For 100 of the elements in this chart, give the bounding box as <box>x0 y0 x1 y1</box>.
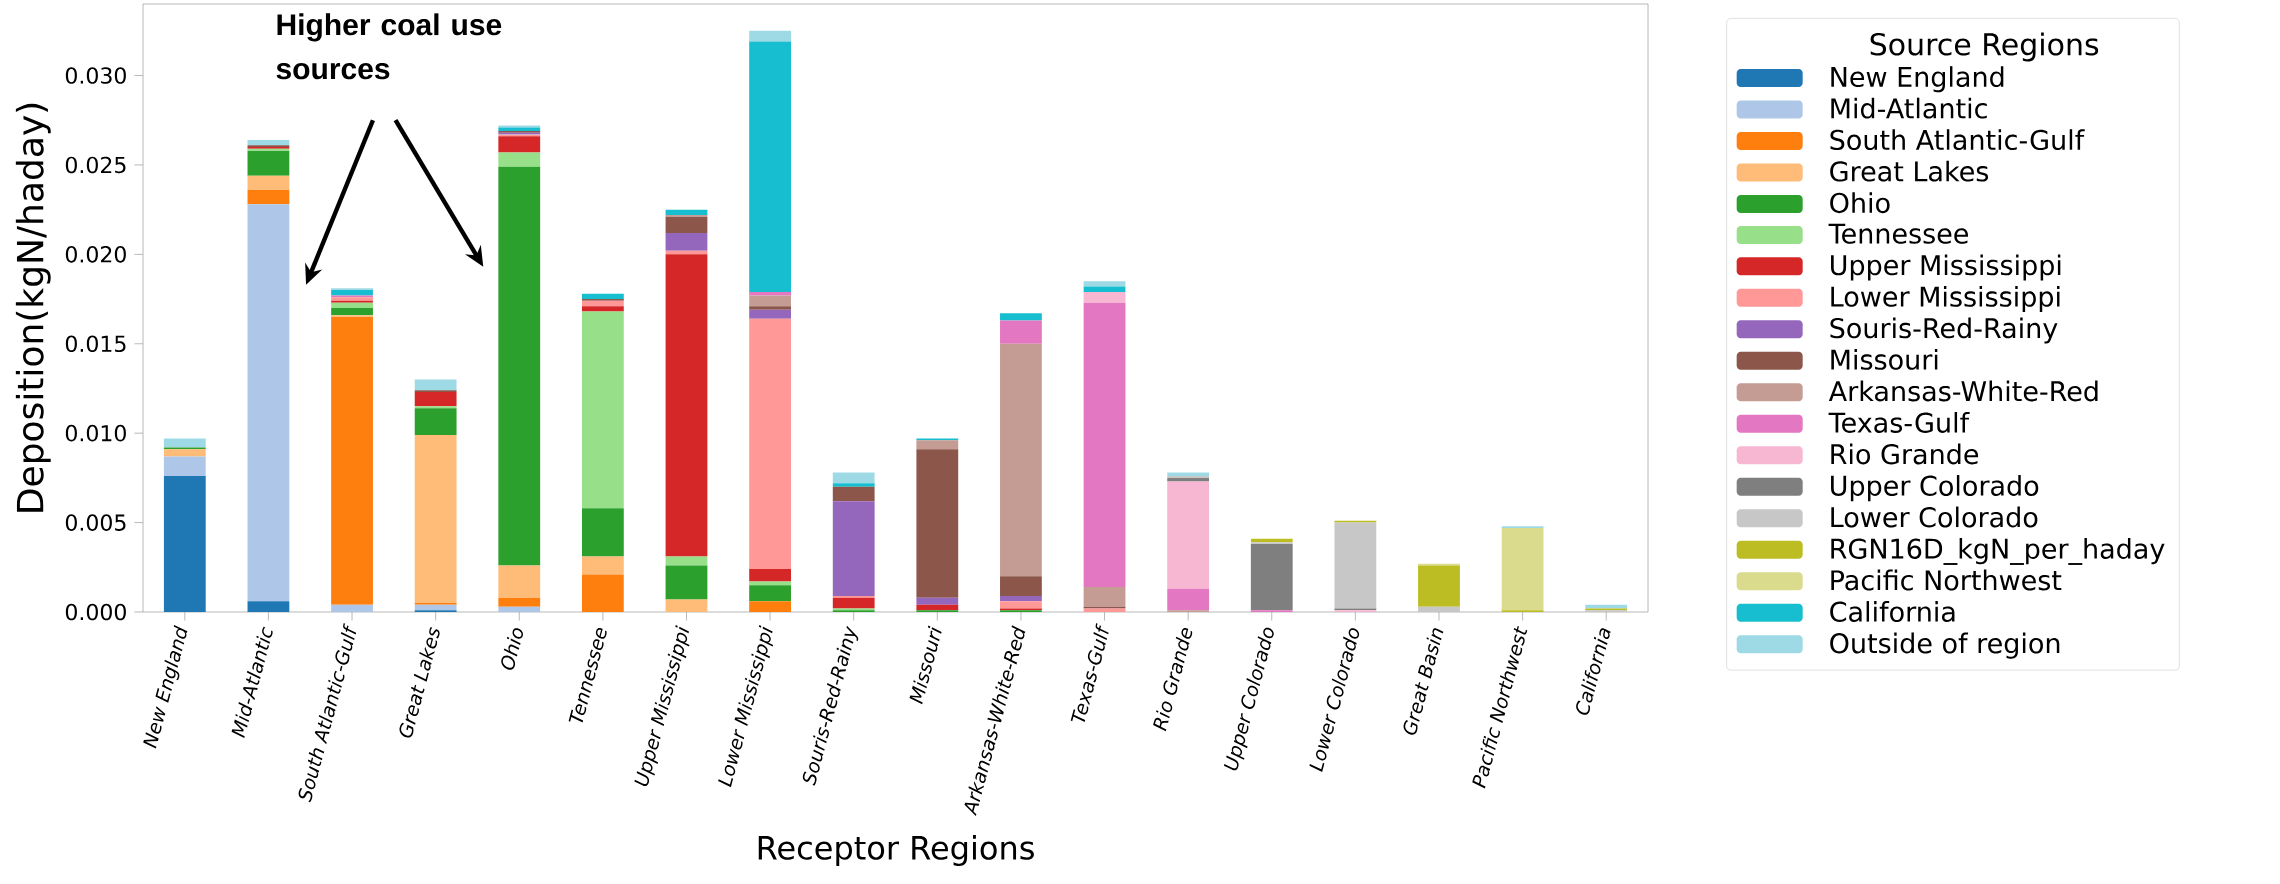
bar <box>163 456 206 477</box>
bar <box>1334 522 1377 609</box>
legend-label: California <box>1830 601 1955 622</box>
y-tick-label: 0.020 <box>65 246 126 263</box>
bar <box>916 597 959 605</box>
bar <box>331 308 373 316</box>
bar <box>581 574 624 612</box>
bar <box>247 139 290 146</box>
y-tick-label: 0.000 <box>65 603 126 621</box>
legend-label: Upper Colorado <box>1831 475 2039 502</box>
bar <box>1250 544 1293 611</box>
legend-label: Lower Mississippi <box>1831 285 2060 313</box>
bar <box>1000 576 1042 596</box>
legend-label: Ohio <box>1830 192 1890 214</box>
bar <box>581 311 624 509</box>
bar <box>1083 302 1126 587</box>
bar <box>581 293 624 300</box>
legend-label: Outside of region <box>1830 632 2060 659</box>
bar <box>1167 588 1210 611</box>
bar <box>665 565 708 600</box>
y-tick-label: 0.005 <box>65 514 126 531</box>
bar <box>498 606 541 612</box>
bar <box>1000 320 1042 344</box>
bar <box>1083 286 1126 292</box>
bar <box>498 597 541 607</box>
bar <box>749 306 791 310</box>
bar <box>247 204 290 602</box>
bar <box>331 316 373 605</box>
bar <box>1418 606 1460 612</box>
bar <box>749 585 791 602</box>
bar <box>581 306 624 312</box>
x-tick-label: Rio Grande <box>1153 628 1193 732</box>
x-tick-label: Great Basin <box>1403 628 1444 735</box>
annotation: Higher coal use sources <box>276 13 502 80</box>
bar <box>581 508 624 557</box>
bar <box>1418 565 1460 607</box>
bar <box>331 604 373 612</box>
bar <box>749 30 791 42</box>
bar <box>498 136 541 153</box>
bar <box>163 449 206 457</box>
bar <box>749 295 791 307</box>
bar <box>581 300 624 307</box>
bar <box>1167 481 1210 589</box>
legend-label: New England <box>1831 66 2004 93</box>
bar <box>1083 586 1126 607</box>
bar <box>832 483 875 487</box>
legend-label: Texas-Gulf <box>1828 412 1970 433</box>
bar <box>414 379 457 391</box>
bar <box>1000 601 1042 609</box>
bar <box>498 166 541 566</box>
bar <box>665 232 708 251</box>
legend-label: Mid-Atlantic <box>1831 97 1987 119</box>
bar <box>414 392 457 407</box>
legend-label: Tennessee <box>1828 223 1968 244</box>
legend-label: Rio Grande <box>1831 443 1979 465</box>
bar <box>832 597 875 609</box>
y-tick-label: 0.030 <box>65 67 126 84</box>
bar <box>749 41 791 292</box>
legend-label: South Atlantic-Gulf <box>1830 129 2085 151</box>
legend-label: Souris-Red-Rainy <box>1830 317 2058 344</box>
bar <box>247 601 290 612</box>
bar <box>665 209 708 216</box>
legend-label: Lower Colorado <box>1831 506 2038 528</box>
bar <box>749 309 791 319</box>
legend-title: Source Regions <box>1870 32 2099 62</box>
y-axis-title: Deposition(kgN/haday) <box>15 103 51 512</box>
legend-label: Arkansas-White-Red <box>1828 380 2098 402</box>
x-axis-title: Receptor Regions <box>758 835 1034 867</box>
bar <box>414 408 457 435</box>
x-tick-label: Great Lakes <box>399 626 440 738</box>
legend-label: Missouri <box>1831 348 1938 370</box>
bar <box>1000 313 1042 321</box>
bar <box>1083 281 1126 287</box>
bar <box>665 254 708 557</box>
bar <box>665 599 708 612</box>
bar <box>749 569 791 582</box>
legend-label: Pacific Northwest <box>1831 569 2062 591</box>
bar <box>749 601 791 612</box>
bar <box>247 189 290 205</box>
bar <box>665 216 708 233</box>
bar <box>498 565 541 598</box>
bar <box>1083 291 1126 303</box>
bar <box>247 175 290 190</box>
bar <box>331 302 373 308</box>
bar <box>832 501 875 596</box>
bar <box>247 150 290 176</box>
bar <box>665 556 708 566</box>
y-tick-label: 0.010 <box>65 424 126 442</box>
legend-label: Upper Mississippi <box>1831 254 2061 281</box>
bar <box>1000 343 1042 577</box>
bar <box>832 472 875 484</box>
y-tick-label: 0.015 <box>65 335 126 353</box>
bar <box>414 434 457 604</box>
legend-label: RGN16D_kgN_per_haday <box>1831 538 2165 565</box>
bar <box>1501 527 1544 611</box>
x-tick-label: Ohio <box>501 628 523 670</box>
y-tick-label: 0.025 <box>65 156 126 174</box>
bar <box>163 438 206 448</box>
bar <box>832 486 875 502</box>
bar <box>414 604 457 611</box>
